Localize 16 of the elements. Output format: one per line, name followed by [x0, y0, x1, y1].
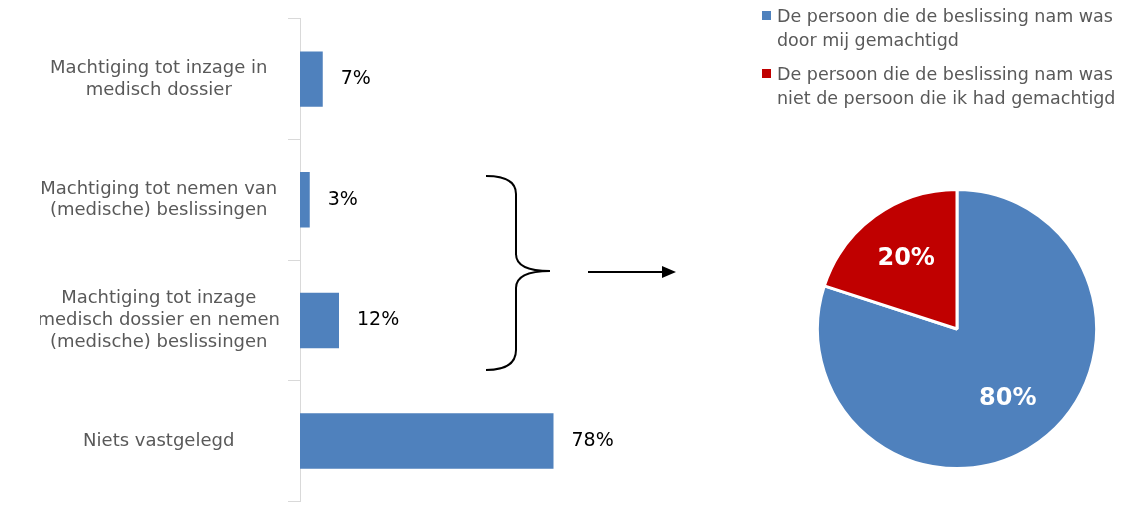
y-tick-label: Machtiging tot inzage in medisch dossier — [50, 56, 268, 99]
data-label: 7% — [340, 66, 371, 89]
y-tick-label: Niets vastgelegd — [83, 428, 235, 450]
data-label: 78% — [571, 428, 614, 451]
y-tick-label: Machtiging tot inzage medisch dossier en nemen (medische) beslissingen — [37, 286, 281, 351]
bar — [300, 172, 310, 228]
data-label: 80% — [979, 383, 1037, 412]
bar — [300, 51, 323, 107]
legend-label: De persoon die de beslissing nam was door mij gemachtigd — [777, 5, 1114, 52]
data-label: 12% — [357, 307, 400, 330]
bar — [300, 413, 554, 469]
legend-label: De persoon die de beslissing nam was niet de persoon die ik had gemachtigd — [777, 63, 1117, 110]
data-label: 3% — [327, 186, 358, 209]
y-tick-label: Machtiging tot nemen van (medische) beslissingen — [40, 176, 278, 220]
data-label: 20% — [877, 243, 935, 272]
bar — [300, 292, 339, 349]
